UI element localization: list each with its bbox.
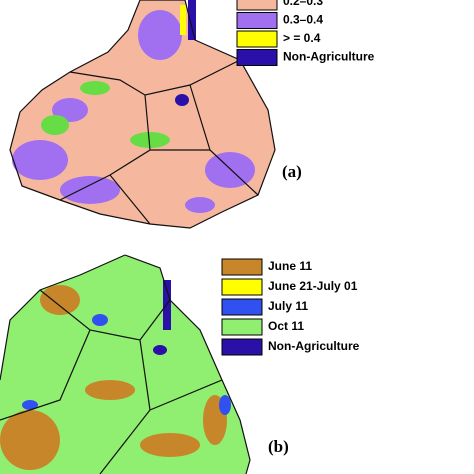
- legend-label: Non-Agriculture: [268, 339, 360, 353]
- map-b: (b): [0, 254, 289, 474]
- legend-label: 0.3–0.4: [283, 13, 323, 27]
- legend-swatch: [236, 0, 278, 11]
- legend-swatch: [221, 278, 263, 296]
- panel-label: (b): [268, 437, 289, 456]
- legend-label: Non-Agriculture: [283, 50, 375, 64]
- legend-label: > = 0.4: [283, 31, 321, 45]
- legend-swatch: [221, 338, 263, 356]
- map-a: (a): [9, 0, 302, 229]
- legend-label: June 11: [268, 259, 312, 273]
- legend-label: Oct 11: [268, 319, 304, 333]
- legend-label: 0.2–0.3: [283, 0, 323, 8]
- legend-swatch: [236, 12, 278, 29]
- legend-swatch: [236, 30, 278, 48]
- legend-swatch: [236, 49, 278, 66]
- legend-swatch: [221, 298, 263, 316]
- legend-swatch: [221, 258, 263, 276]
- legend-label: July 11: [268, 299, 308, 313]
- legend-swatch: [221, 318, 263, 336]
- panel-label: (a): [282, 162, 302, 181]
- legend-label: June 21-July 01: [268, 279, 358, 293]
